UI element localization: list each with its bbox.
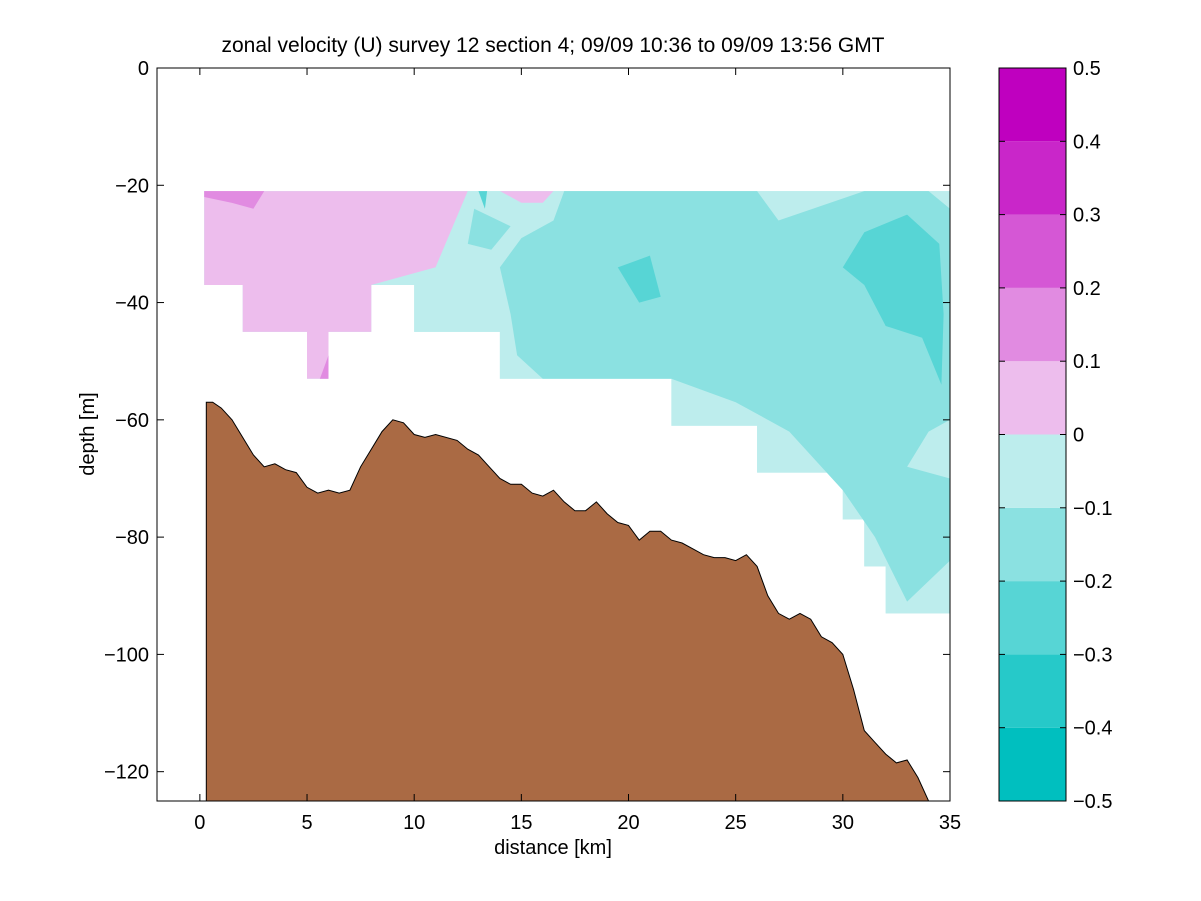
colorbar-tick-label: 0.4	[1073, 131, 1101, 153]
x-tick-label: 20	[617, 812, 639, 834]
y-tick-label: 0	[138, 58, 149, 80]
velocity-contour-10	[478, 191, 488, 209]
colorbar-tick-label: −0.4	[1073, 718, 1112, 740]
velocity-contour-6	[499, 191, 950, 602]
colorbar-tick-label: 0	[1073, 425, 1084, 447]
colorbar-tick-label: −0.5	[1073, 791, 1112, 813]
colorbar-swatch	[999, 727, 1066, 801]
velocity-contour-4	[319, 355, 329, 379]
colorbar-swatch	[999, 654, 1066, 728]
colorbar-swatch	[999, 68, 1066, 142]
x-tick-label: 15	[510, 812, 532, 834]
colorbar: −0.5 −0.4 −0.3 −0.2 −0.1 0 0.1 0.2 0.3 0.4 0.5	[998, 58, 1112, 813]
colorbar-tick-label: 0.2	[1073, 278, 1101, 300]
velocity-contour-9	[617, 255, 661, 303]
x-tick-label: 35	[939, 812, 961, 834]
y-axis-label: depth [m]	[77, 392, 99, 475]
y-tick-label: −120	[104, 762, 149, 784]
colorbar-swatch	[999, 141, 1066, 215]
x-tick-label: 10	[403, 812, 425, 834]
colorbar-tick-label: 0.1	[1073, 351, 1101, 373]
colorbar-swatch	[999, 214, 1066, 288]
x-tick-label: 0	[194, 812, 205, 834]
plot-frame	[156, 67, 951, 802]
velocity-contour-3	[204, 191, 265, 209]
y-tick-label: −20	[115, 175, 149, 197]
seafloor-bathymetry	[205, 401, 930, 801]
colorbar-swatch	[999, 361, 1066, 435]
colorbar-tick-label: −0.2	[1073, 571, 1112, 593]
x-tick-label: 25	[725, 812, 747, 834]
colorbar-tick-label: −0.1	[1073, 498, 1112, 520]
x-axis: 0 5 10 15 20 25 30 35	[194, 68, 961, 834]
velocity-contour-2	[499, 191, 554, 203]
velocity-section	[204, 191, 950, 614]
chart-title: zonal velocity (U) survey 12 section 4; …	[221, 34, 884, 57]
velocity-contour-8	[842, 214, 944, 385]
y-axis: 0 −20 −40 −60 −80 −100 −120	[104, 58, 950, 784]
colorbar-swatch	[999, 507, 1066, 582]
colorbar-swatch	[999, 287, 1066, 362]
y-tick-label: −60	[115, 410, 149, 432]
x-axis-label: distance [km]	[494, 837, 612, 859]
velocity-contour-7	[467, 208, 511, 250]
y-tick-label: −40	[115, 293, 149, 315]
y-tick-label: −100	[104, 644, 149, 666]
colorbar-swatch	[999, 434, 1066, 508]
x-tick-label: 30	[832, 812, 854, 834]
colorbar-tick-label: −0.3	[1073, 644, 1112, 666]
y-tick-label: −80	[115, 527, 149, 549]
colorbar-tick-label: 0.5	[1073, 58, 1101, 80]
seafloor-layer	[205, 401, 930, 801]
x-tick-label: 5	[301, 812, 312, 834]
colorbar-swatch	[999, 581, 1066, 655]
colorbar-tick-label: 0.3	[1073, 205, 1101, 227]
velocity-contour-1	[204, 191, 468, 379]
